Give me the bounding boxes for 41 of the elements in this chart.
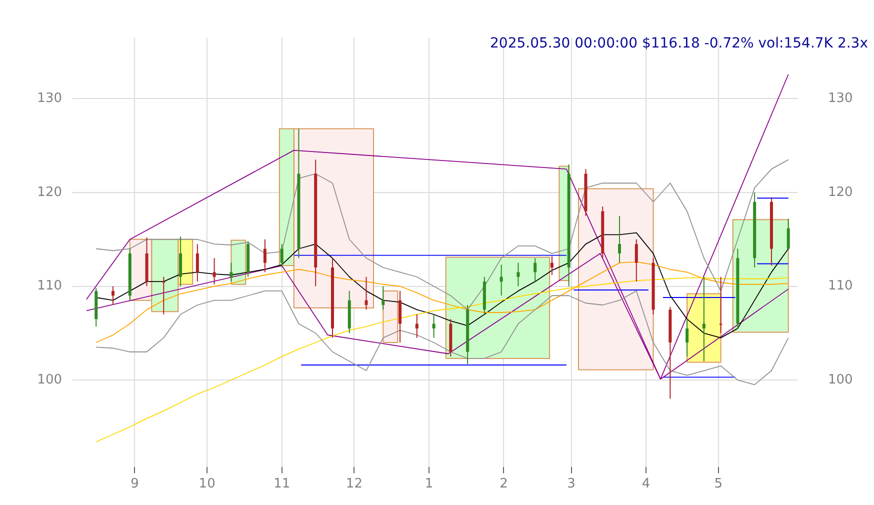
candlestick [263,238,266,273]
y2-tick-label: 120 [828,184,853,200]
candlestick [382,286,385,310]
candlestick [364,276,368,310]
candlestick [280,244,284,268]
chart-title: 2025.05.30 00:00:00 $116.18 -0.72% vol:154.7K 2.3x [490,35,868,52]
x-tick-label: 11 [274,476,290,492]
y-tick-label: 130 [37,91,62,106]
candlestick [634,238,638,282]
candlestick [415,314,418,338]
candlestick [550,256,554,276]
x-tick-label: 9 [130,476,139,492]
x-tick-label: 3 [567,476,576,492]
x-tick-label: 1 [424,476,434,492]
candlestick [618,215,622,264]
candlestick [516,262,520,287]
candlestick [534,258,537,282]
y2-tick-label: 110 [828,278,853,294]
y-tick-label: 120 [37,184,62,200]
y-tick-label: 110 [37,278,62,294]
candlestick [702,276,706,362]
candlestick [230,262,233,282]
y2-tick-label: 130 [828,91,853,106]
y2-tick-label: 100 [828,372,853,388]
x-tick-label: 12 [346,476,362,492]
x-tick-label: 10 [198,476,216,492]
x-tick-label: 4 [642,476,650,492]
candlestick [719,276,722,334]
candlestick [179,236,182,287]
x-tick-label: 5 [714,476,723,492]
candlestick [432,314,436,338]
y-tick-label: 100 [37,372,62,388]
candlestick [112,286,115,306]
candlestick [686,318,689,358]
candlestick [398,290,402,344]
candlestick [162,276,166,315]
candlestick [196,244,199,282]
candlestick [786,218,790,250]
candlestick [500,264,503,296]
candlestick [212,258,216,285]
x-tick-label: 2 [500,476,508,492]
